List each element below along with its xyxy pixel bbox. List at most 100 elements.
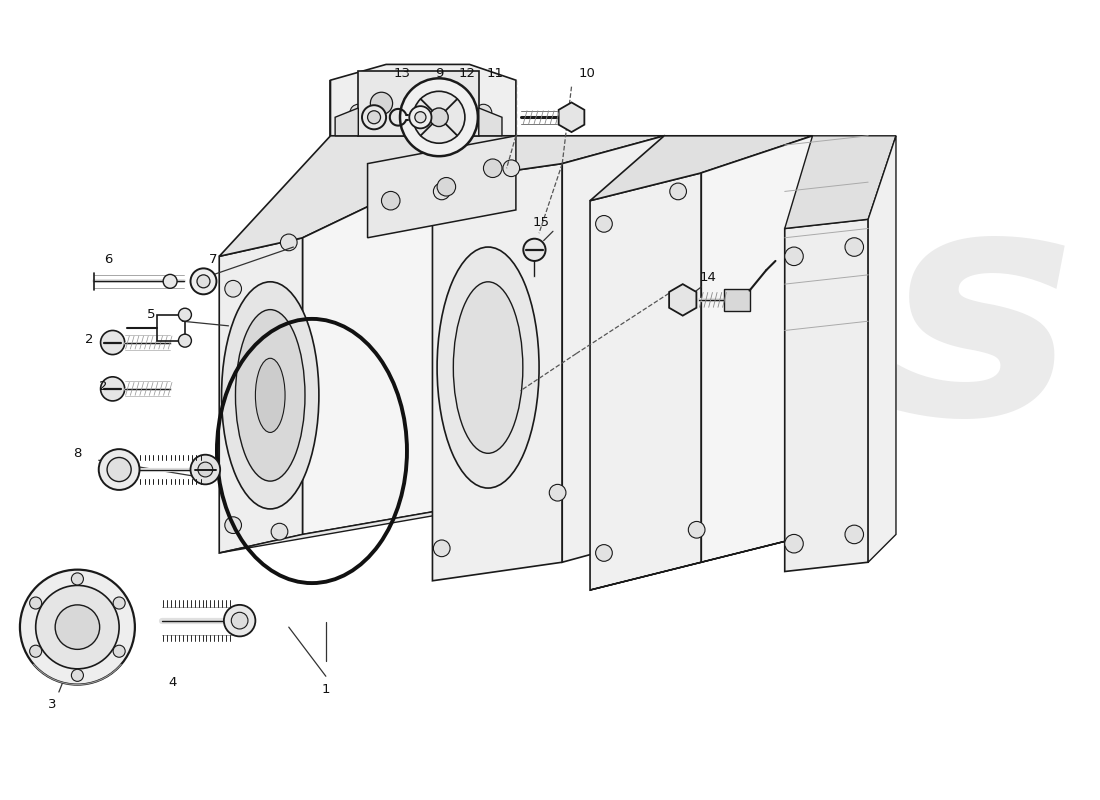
Circle shape	[784, 247, 803, 266]
Circle shape	[224, 517, 242, 534]
Circle shape	[55, 605, 100, 650]
Circle shape	[280, 234, 297, 250]
Text: 11: 11	[486, 67, 503, 80]
Circle shape	[100, 330, 124, 354]
Text: 7: 7	[209, 253, 217, 266]
Text: 14: 14	[700, 271, 716, 284]
Polygon shape	[367, 136, 516, 238]
Polygon shape	[669, 284, 696, 316]
Polygon shape	[359, 71, 478, 136]
Text: 2: 2	[99, 379, 108, 393]
Polygon shape	[868, 136, 896, 562]
Text: 3: 3	[48, 698, 56, 710]
Ellipse shape	[235, 310, 305, 481]
Circle shape	[197, 275, 210, 288]
Ellipse shape	[453, 282, 522, 454]
Circle shape	[224, 605, 255, 636]
Polygon shape	[330, 65, 516, 157]
Text: 15: 15	[532, 215, 549, 229]
Circle shape	[407, 92, 430, 114]
Circle shape	[784, 534, 803, 553]
Circle shape	[224, 281, 242, 297]
Polygon shape	[559, 102, 584, 132]
Polygon shape	[432, 136, 664, 182]
Circle shape	[113, 645, 125, 658]
Circle shape	[367, 110, 381, 124]
Circle shape	[437, 178, 455, 196]
Circle shape	[100, 377, 124, 401]
Circle shape	[410, 104, 427, 121]
Circle shape	[113, 597, 125, 609]
Circle shape	[483, 159, 502, 178]
Circle shape	[72, 573, 84, 585]
Polygon shape	[432, 164, 562, 581]
Polygon shape	[219, 238, 302, 553]
Circle shape	[670, 183, 686, 200]
Circle shape	[409, 106, 431, 128]
Polygon shape	[478, 108, 502, 136]
Circle shape	[190, 268, 217, 294]
Circle shape	[444, 92, 466, 114]
Circle shape	[549, 484, 566, 501]
Circle shape	[845, 238, 864, 256]
Polygon shape	[702, 136, 813, 562]
Circle shape	[20, 570, 135, 685]
Circle shape	[35, 586, 119, 669]
Text: es: es	[670, 171, 1076, 480]
Circle shape	[362, 106, 386, 130]
Polygon shape	[784, 136, 896, 229]
Circle shape	[371, 92, 393, 114]
Text: 9: 9	[434, 67, 443, 80]
Circle shape	[595, 215, 613, 232]
Text: 6: 6	[103, 253, 112, 266]
Text: 4: 4	[168, 676, 177, 690]
Polygon shape	[590, 534, 813, 590]
Circle shape	[30, 597, 42, 609]
Circle shape	[382, 191, 400, 210]
Text: autoparts: autoparts	[362, 408, 568, 485]
Polygon shape	[725, 289, 749, 311]
Text: since 1985: since 1985	[424, 469, 562, 516]
Circle shape	[415, 112, 426, 123]
Ellipse shape	[255, 358, 285, 433]
Circle shape	[178, 334, 191, 347]
Ellipse shape	[437, 247, 539, 488]
Circle shape	[163, 274, 177, 288]
Text: 5: 5	[147, 308, 156, 322]
Circle shape	[178, 308, 191, 322]
Circle shape	[412, 91, 465, 143]
Polygon shape	[302, 136, 516, 534]
Circle shape	[72, 670, 84, 682]
Polygon shape	[219, 136, 516, 256]
Circle shape	[433, 183, 450, 200]
Circle shape	[99, 449, 140, 490]
Text: 13: 13	[394, 67, 410, 80]
Polygon shape	[336, 108, 359, 136]
Circle shape	[107, 458, 131, 482]
Circle shape	[433, 540, 450, 557]
Polygon shape	[590, 136, 813, 201]
Polygon shape	[219, 498, 516, 553]
Circle shape	[689, 522, 705, 538]
Circle shape	[595, 545, 613, 562]
Text: 10: 10	[579, 67, 596, 80]
Circle shape	[190, 454, 220, 484]
Circle shape	[198, 462, 212, 477]
Circle shape	[272, 523, 288, 540]
Circle shape	[30, 645, 42, 658]
Circle shape	[231, 612, 248, 629]
Circle shape	[503, 160, 519, 177]
Polygon shape	[784, 219, 868, 571]
Polygon shape	[590, 173, 702, 590]
Circle shape	[400, 78, 477, 156]
Circle shape	[350, 104, 366, 121]
Circle shape	[430, 108, 448, 126]
Polygon shape	[562, 136, 664, 562]
Circle shape	[524, 238, 546, 261]
Circle shape	[475, 104, 492, 121]
Ellipse shape	[221, 282, 319, 509]
Text: 1: 1	[321, 682, 330, 696]
Text: 8: 8	[74, 447, 81, 460]
Text: 2: 2	[85, 334, 94, 346]
Text: 12: 12	[459, 67, 475, 80]
